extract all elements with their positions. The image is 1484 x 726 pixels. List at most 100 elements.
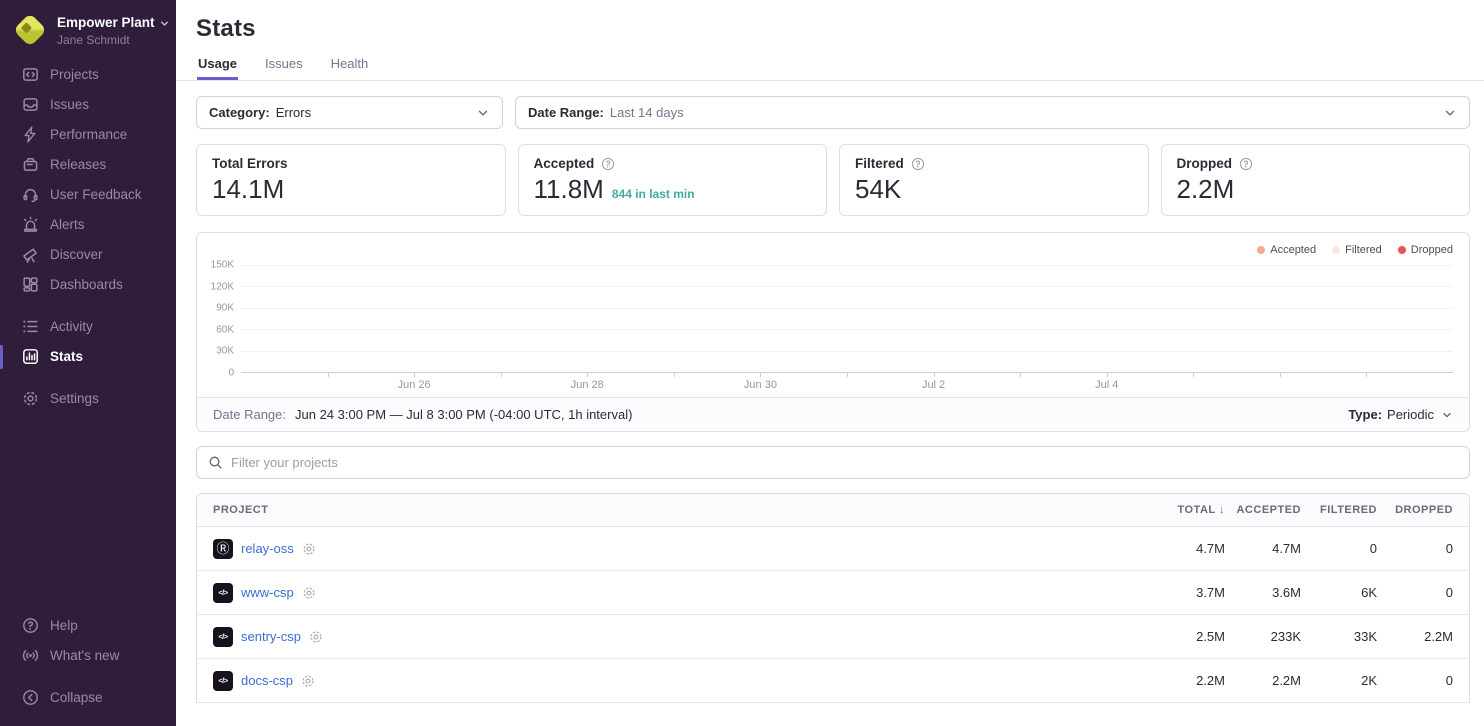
axis-tick bbox=[760, 373, 762, 377]
issues-icon bbox=[21, 96, 39, 114]
daterange-value: Last 14 days bbox=[609, 105, 684, 120]
card-value: 11.8M bbox=[533, 174, 604, 204]
legend-dot-accepted bbox=[1257, 246, 1266, 254]
sort-descending-icon: ↓ bbox=[1219, 504, 1225, 516]
cell-total: 2.2M bbox=[1196, 673, 1225, 688]
project-settings-gear-icon[interactable] bbox=[302, 542, 316, 556]
project-settings-gear-icon[interactable] bbox=[309, 630, 323, 644]
cell-dropped: 0 bbox=[1445, 673, 1453, 688]
sidebar-item-activity[interactable]: Activity bbox=[0, 312, 176, 342]
sidebar-item-settings[interactable]: Settings bbox=[0, 384, 176, 414]
chart-type-select[interactable]: Type: Periodic bbox=[1348, 407, 1453, 422]
type-value: Periodic bbox=[1387, 407, 1434, 422]
y-axis-label: 0 bbox=[228, 367, 234, 379]
question-info-icon[interactable] bbox=[601, 157, 615, 171]
sidebar-item-performance[interactable]: Performance bbox=[0, 120, 176, 150]
sidebar-item-projects[interactable]: Projects bbox=[0, 60, 176, 90]
project-table: PROJECT TOTAL ↓ ACCEPTED FILTERED DROPPE… bbox=[196, 493, 1470, 703]
legend-dot-dropped bbox=[1397, 246, 1406, 254]
x-axis: Jun 26 Jun 28 Jun 30 Jul 2 Jul 4 bbox=[241, 373, 1453, 395]
project-settings-gear-icon[interactable] bbox=[302, 586, 316, 600]
axis-tick bbox=[500, 373, 502, 377]
project-filter-input[interactable] bbox=[231, 455, 1458, 470]
card-dropped: Dropped 2.2M bbox=[1160, 144, 1470, 216]
column-total-sort[interactable]: TOTAL ↓ bbox=[1177, 504, 1225, 516]
sidebar-item-dashboards[interactable]: Dashboards bbox=[0, 270, 176, 300]
legend-item-dropped[interactable]: Dropped bbox=[1397, 244, 1453, 256]
cell-filtered: 6K bbox=[1361, 585, 1377, 600]
category-select[interactable]: Category: Errors bbox=[196, 96, 503, 129]
help-icon bbox=[21, 616, 39, 634]
gridline bbox=[241, 329, 1453, 331]
project-link[interactable]: www-csp bbox=[241, 585, 294, 600]
chart-footer: Date Range: Jun 24 3:00 PM — Jul 8 3:00 … bbox=[197, 397, 1469, 431]
column-dropped[interactable]: DROPPED bbox=[1395, 504, 1453, 516]
project-link[interactable]: relay-oss bbox=[241, 541, 294, 556]
axis-tick bbox=[1279, 373, 1281, 377]
question-info-icon[interactable] bbox=[1239, 157, 1253, 171]
sidebar-collapse-button[interactable]: Collapse bbox=[0, 682, 176, 712]
sidebar-item-label: Collapse bbox=[50, 689, 103, 705]
sidebar-item-help[interactable]: Help bbox=[0, 610, 176, 640]
chart-bars bbox=[241, 265, 1453, 372]
sidebar-item-stats[interactable]: Stats bbox=[0, 342, 176, 372]
chevron-down-icon bbox=[159, 17, 171, 29]
cell-filtered: 0 bbox=[1369, 541, 1377, 556]
card-accepted: Accepted 11.8M 844 in last min bbox=[517, 144, 827, 216]
project-link[interactable]: docs-csp bbox=[241, 673, 294, 688]
releases-icon bbox=[21, 156, 39, 174]
daterange-label: Date Range: bbox=[528, 105, 604, 120]
search-icon bbox=[208, 455, 223, 470]
tab-issues[interactable]: Issues bbox=[265, 56, 303, 71]
sidebar-item-discover[interactable]: Discover bbox=[0, 240, 176, 270]
chart-legend: Accepted Filtered Dropped bbox=[205, 242, 1453, 265]
sidebar: Empower Plant Jane Schmidt Projects Issu… bbox=[0, 0, 176, 726]
legend-dot-filtered bbox=[1332, 246, 1341, 254]
column-accepted[interactable]: ACCEPTED bbox=[1236, 504, 1301, 516]
siren-icon bbox=[21, 216, 39, 234]
card-label: Dropped bbox=[1176, 156, 1233, 171]
sidebar-item-user-feedback[interactable]: User Feedback bbox=[0, 180, 176, 210]
tab-usage[interactable]: Usage bbox=[197, 56, 239, 80]
card-label: Filtered bbox=[855, 156, 904, 171]
csp-platform-icon: </> bbox=[213, 626, 233, 647]
y-axis-label: 30K bbox=[216, 345, 234, 357]
x-axis-label: Jun 30 bbox=[743, 379, 777, 391]
cell-accepted: 3.6M bbox=[1272, 585, 1301, 600]
y-axis: 150K 120K 90K 60K 30K 0 bbox=[205, 260, 241, 379]
axis-tick bbox=[1366, 373, 1368, 377]
chart-plot-area[interactable] bbox=[241, 265, 1453, 373]
table-row: </> sentry-csp 2.5M 233K 33K 2.2M bbox=[197, 615, 1469, 659]
card-label: Accepted bbox=[533, 156, 595, 171]
sidebar-item-label: Help bbox=[50, 617, 78, 633]
legend-item-accepted[interactable]: Accepted bbox=[1257, 244, 1316, 256]
org-switcher[interactable]: Empower Plant Jane Schmidt bbox=[0, 0, 176, 60]
cell-dropped: 0 bbox=[1445, 541, 1453, 556]
daterange-select[interactable]: Date Range: Last 14 days bbox=[515, 96, 1470, 129]
sidebar-item-label: What's new bbox=[50, 647, 120, 663]
sidebar-item-whats-new[interactable]: What's new bbox=[0, 640, 176, 670]
cell-total: 3.7M bbox=[1196, 585, 1225, 600]
sidebar-item-issues[interactable]: Issues bbox=[0, 90, 176, 120]
sidebar-item-label: Stats bbox=[50, 349, 84, 365]
sidebar-item-alerts[interactable]: Alerts bbox=[0, 210, 176, 240]
sidebar-item-label: Alerts bbox=[50, 217, 85, 233]
legend-item-filtered[interactable]: Filtered bbox=[1332, 244, 1382, 256]
project-link[interactable]: sentry-csp bbox=[241, 629, 301, 644]
cell-accepted: 4.7M bbox=[1272, 541, 1301, 556]
gridline bbox=[241, 307, 1453, 309]
cell-filtered: 2K bbox=[1361, 673, 1377, 688]
sidebar-item-releases[interactable]: Releases bbox=[0, 150, 176, 180]
column-filtered[interactable]: FILTERED bbox=[1320, 504, 1377, 516]
axis-tick bbox=[1106, 373, 1108, 377]
axis-tick bbox=[327, 373, 329, 377]
question-info-icon[interactable] bbox=[911, 157, 925, 171]
category-label: Category: bbox=[209, 105, 270, 120]
gridline bbox=[241, 265, 1453, 266]
chevron-down-icon bbox=[1443, 106, 1457, 120]
tab-bar: Usage Issues Health bbox=[176, 56, 1484, 81]
type-label: Type: bbox=[1348, 407, 1383, 422]
x-axis-label: Jul 4 bbox=[1095, 379, 1119, 391]
tab-health[interactable]: Health bbox=[330, 56, 369, 71]
project-settings-gear-icon[interactable] bbox=[301, 674, 315, 688]
